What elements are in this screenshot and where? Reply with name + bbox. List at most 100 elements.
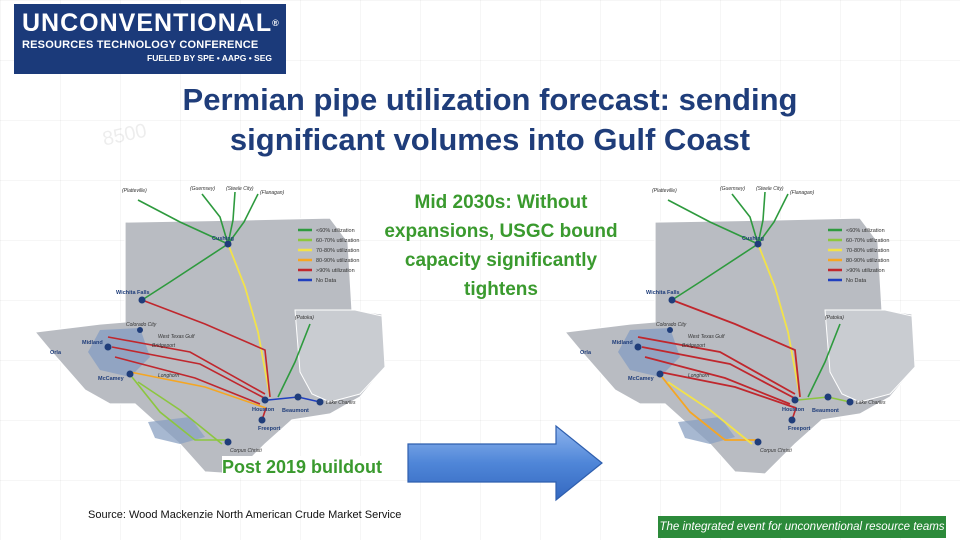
pipeline-patoka xyxy=(807,323,841,398)
pipeline-north-3 xyxy=(227,191,236,245)
pipeline-permian-houston-2 xyxy=(641,346,799,401)
slide-title: Permian pipe utilization forecast: sendi… xyxy=(60,80,920,160)
label-platteville: (Platteville) xyxy=(122,188,147,194)
label-cushing: Cushing xyxy=(212,236,234,242)
pipeline-north-4 xyxy=(227,193,259,245)
pipeline-north-1 xyxy=(667,199,759,245)
node-midland xyxy=(634,343,642,351)
legend-right: <60% utilization 60-70% utilization 70-8… xyxy=(828,228,889,284)
louisiana-region-shape xyxy=(294,309,386,403)
pipeline-permian-houston-3 xyxy=(114,356,261,405)
map-left-current: (Platteville) (Guernsey) (Steele City) (… xyxy=(33,186,386,475)
label-steele-city: (Steele City) xyxy=(756,186,784,192)
legend-label-2: 60-70% utilization xyxy=(316,238,359,244)
pipeline-permian-houston-1 xyxy=(637,336,796,395)
label-wichita-falls: Wichita Falls xyxy=(646,290,680,296)
label-houston: Houston xyxy=(782,407,805,413)
label-longhorn: Longhorn xyxy=(688,373,709,379)
pipeline-wichita-houston xyxy=(141,299,271,398)
label-longhorn: Longhorn xyxy=(158,373,179,379)
pipeline-wichita-houston xyxy=(671,299,801,398)
node-lake-charles xyxy=(846,398,854,406)
pipeline-permian-houston-3 xyxy=(644,356,791,405)
pipeline-cushing-south xyxy=(757,243,801,398)
footer-tagline: The integrated event for unconventional … xyxy=(658,516,946,538)
node-freeport xyxy=(258,416,266,424)
node-cushing xyxy=(754,240,762,248)
pipeline-permian-corpus-1 xyxy=(131,376,228,441)
node-freeport xyxy=(788,416,796,424)
pipeline-north-2 xyxy=(201,193,229,245)
legend-label-6: No Data xyxy=(316,278,337,284)
legend-label-6: No Data xyxy=(846,278,867,284)
transition-arrow-icon xyxy=(407,424,603,502)
label-mccamey: McCamey xyxy=(628,376,655,382)
logo-registered-mark: ® xyxy=(272,18,280,28)
node-houston xyxy=(791,396,799,404)
label-corpus-christi: Corpus Christi xyxy=(760,448,793,454)
pipeline-cushing-south xyxy=(227,243,271,398)
source-note: Source: Wood Mackenzie North American Cr… xyxy=(88,509,402,521)
legend-label-4: 80-90% utilization xyxy=(316,258,359,264)
node-colorado-city xyxy=(137,327,143,333)
label-platteville: (Platteville) xyxy=(652,188,677,194)
label-west-texas-gulf: West Texas Gulf xyxy=(158,334,195,340)
pipeline-north-2 xyxy=(731,193,759,245)
legend-label-3: 70-80% utilization xyxy=(316,248,359,254)
label-freeport: Freeport xyxy=(788,426,810,432)
label-flanagan: (Flanagan) xyxy=(790,190,815,196)
map-right-future: (Platteville) (Guernsey) (Steele City) (… xyxy=(563,186,916,475)
node-beaumont xyxy=(824,393,832,401)
slide-title-line-1: Permian pipe utilization forecast: sendi… xyxy=(182,82,798,117)
pipeline-permian-corpus-2 xyxy=(137,381,223,445)
label-freeport: Freeport xyxy=(258,426,280,432)
label-west-texas-gulf: West Texas Gulf xyxy=(688,334,725,340)
louisiana-region-shape xyxy=(824,309,916,403)
label-mccamey: McCamey xyxy=(98,376,125,382)
node-mccamey xyxy=(656,370,664,378)
label-guernsey: (Guernsey) xyxy=(720,186,745,192)
legend-label-1: <60% utilization xyxy=(316,228,355,234)
label-beaumont: Beaumont xyxy=(812,408,839,414)
arrow-shape xyxy=(407,424,603,502)
label-patoka: (Patoka) xyxy=(825,315,844,321)
label-guernsey: (Guernsey) xyxy=(190,186,215,192)
label-midland: Midland xyxy=(82,340,103,346)
label-bridgeport: Bridgeport xyxy=(152,343,176,349)
pipeline-permian-houston-4 xyxy=(659,371,797,409)
label-colorado-city: Colorado City xyxy=(126,322,157,328)
texas-oklahoma-region-shape xyxy=(563,217,916,475)
node-lake-charles xyxy=(316,398,324,406)
legend-label-5: >90% utilization xyxy=(846,268,885,274)
legend-label-5: >90% utilization xyxy=(316,268,355,274)
legend-label-1: <60% utilization xyxy=(846,228,885,234)
pipeline-patoka xyxy=(277,323,311,398)
node-corpus-christi xyxy=(754,438,762,446)
node-midland xyxy=(104,343,112,351)
logo-fueled-by: FUELED BY SPE • AAPG • SEG xyxy=(147,53,272,63)
logo-subtitle: RESOURCES TECHNOLOGY CONFERENCE xyxy=(22,39,259,51)
watermark-text: 8500 xyxy=(101,120,149,148)
permian-basin-highlight xyxy=(88,328,150,377)
pipeline-north-4 xyxy=(757,193,789,245)
pipeline-permian-houston-4 xyxy=(129,371,267,409)
node-wichita-falls xyxy=(138,296,146,304)
label-patoka: (Patoka) xyxy=(295,315,314,321)
label-flanagan: (Flanagan) xyxy=(260,190,285,196)
node-beaumont xyxy=(294,393,302,401)
slide-title-line-2: significant volumes into Gulf Coast xyxy=(229,122,751,157)
pipeline-cushing-wichita xyxy=(141,243,229,301)
label-orla: Orla xyxy=(580,350,592,356)
legend-label-4: 80-90% utilization xyxy=(846,258,889,264)
logo-main-text: UNCONVENTIONAL xyxy=(22,9,273,37)
conference-logo: UNCONVENTIONAL® RESOURCES TECHNOLOGY CON… xyxy=(14,4,286,74)
pipeline-north-3 xyxy=(757,191,766,245)
permian-basin-highlight xyxy=(618,328,680,377)
background-watermark: 8500 xyxy=(101,120,149,148)
label-lake-charles: Lake Charles xyxy=(326,400,356,406)
label-cushing: Cushing xyxy=(742,236,764,242)
legend-label-2: 60-70% utilization xyxy=(846,238,889,244)
pipeline-cushing-wichita xyxy=(671,243,759,301)
pipeline-permian-corpus-1 xyxy=(661,376,758,441)
pipeline-permian-houston-2 xyxy=(111,346,269,401)
